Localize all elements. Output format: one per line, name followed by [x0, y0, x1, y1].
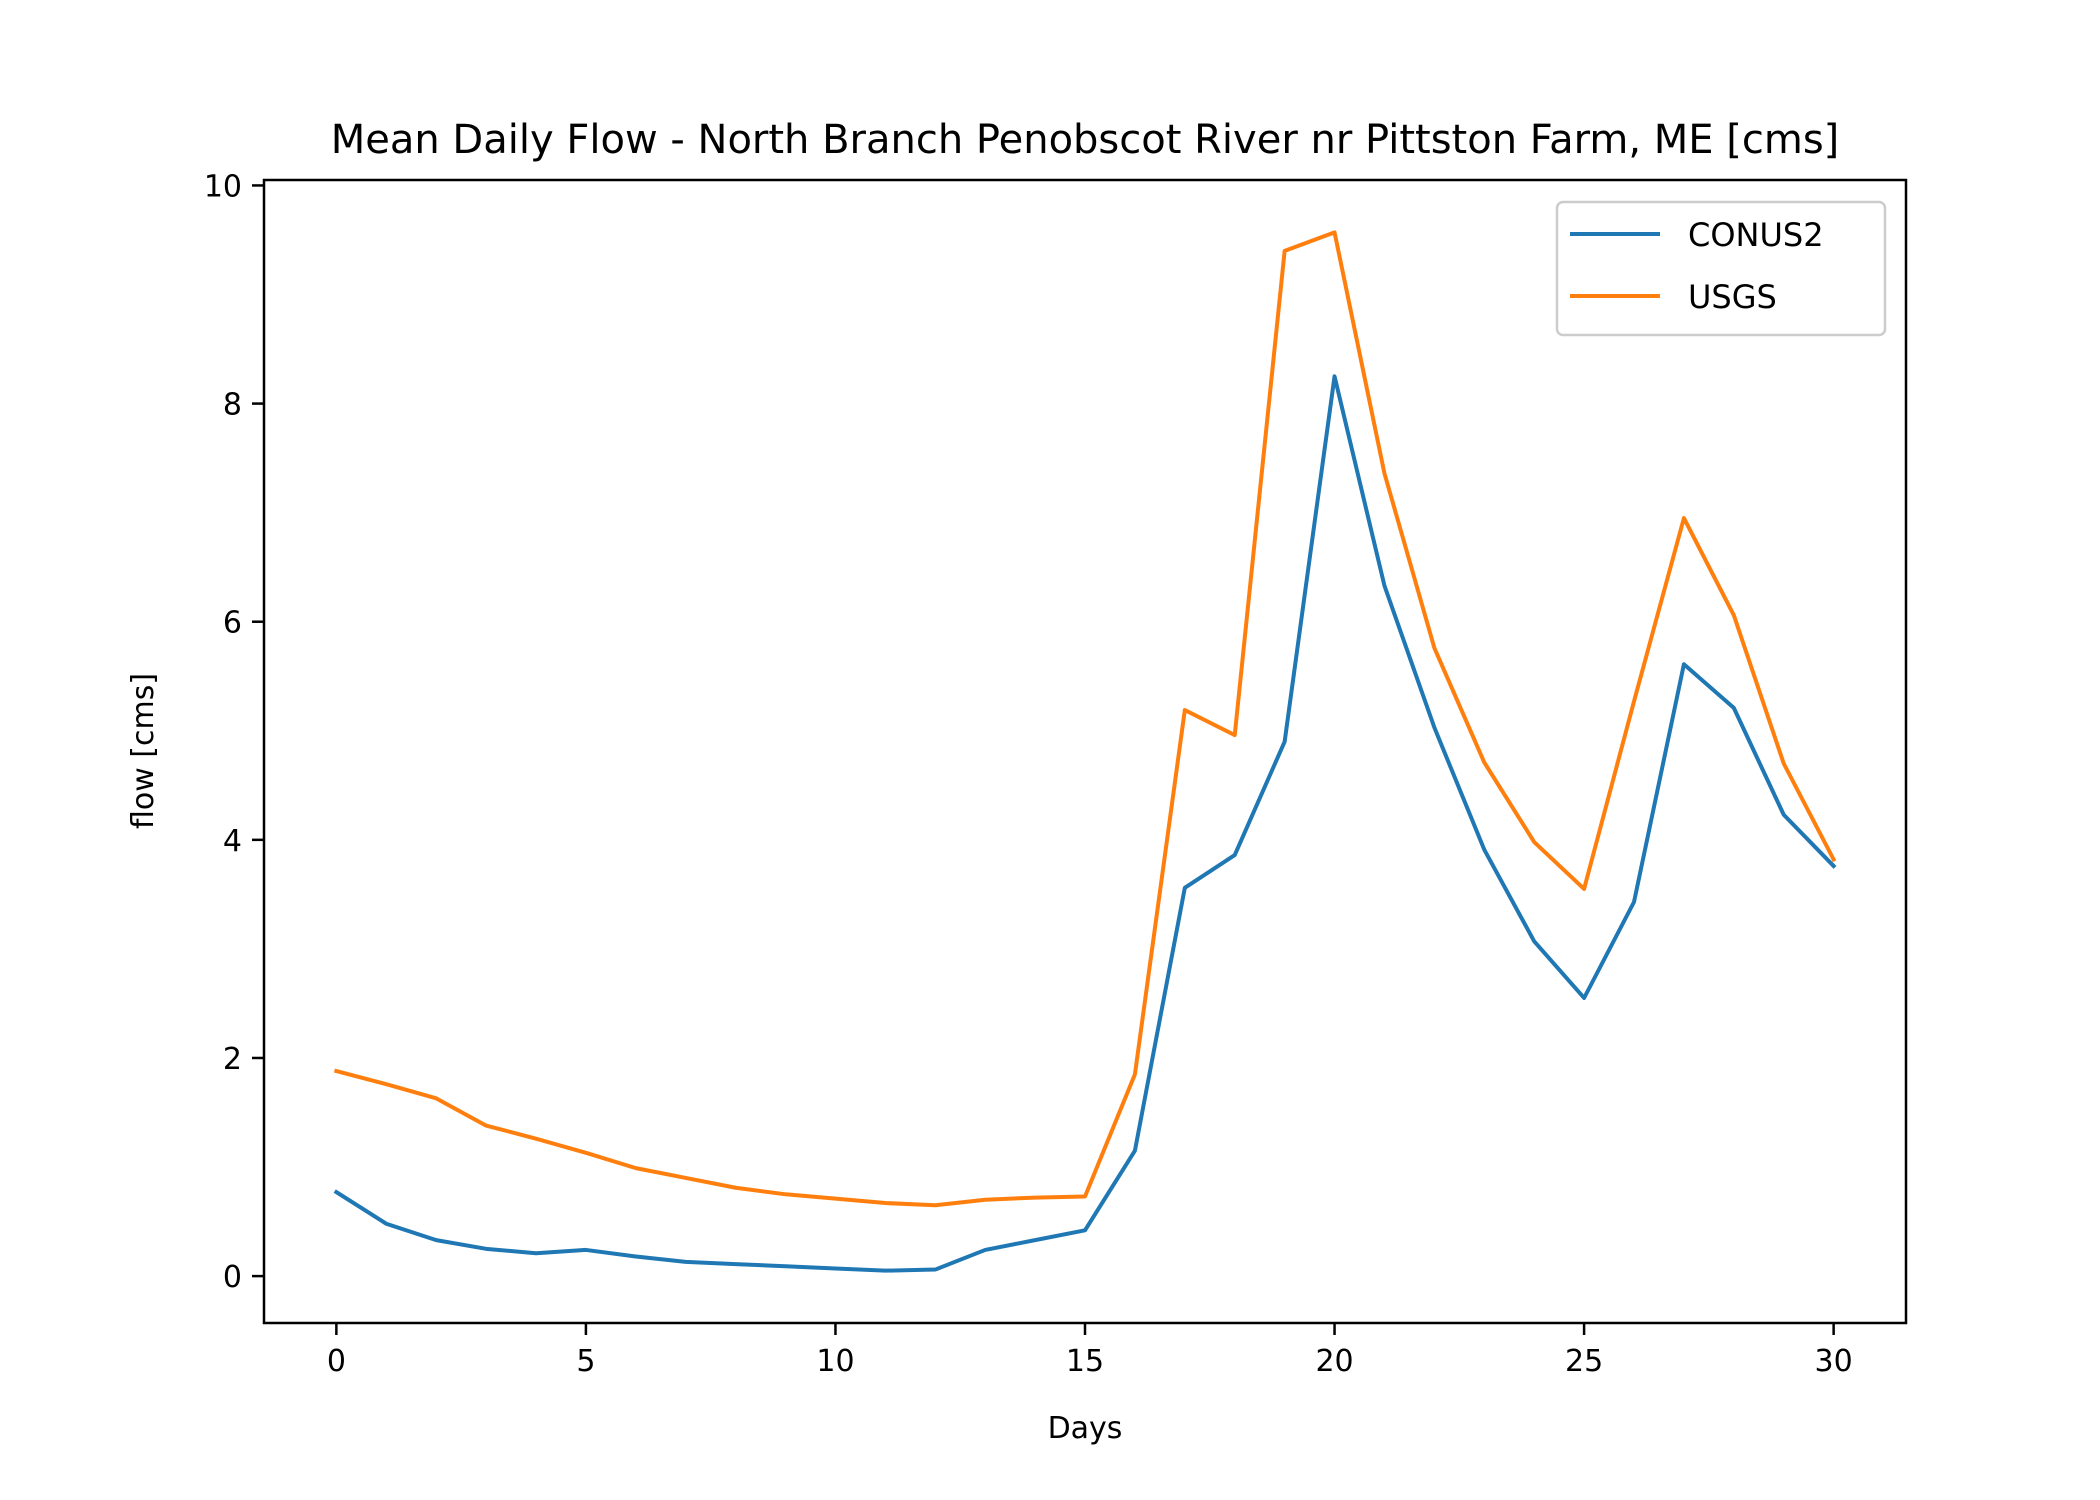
y-tick-label: 4 — [223, 824, 242, 859]
series-line-usgs — [333, 230, 1837, 1208]
y-axis: 0 2 4 6 8 10 — [204, 169, 264, 1295]
x-tick-label: 30 — [1815, 1344, 1853, 1379]
plot-area — [333, 230, 1837, 1273]
y-tick-label: 2 — [223, 1042, 242, 1077]
x-tick-label: 15 — [1066, 1344, 1104, 1379]
y-tick-label: 6 — [223, 606, 242, 641]
axes-frame — [262, 178, 1908, 1325]
x-axis-label: Days — [1048, 1411, 1123, 1446]
y-axis-label: flow [cms] — [126, 673, 161, 829]
legend-label-usgs: USGS — [1688, 278, 1777, 316]
series-line-conus2 — [333, 374, 1837, 1273]
x-tick-label: 10 — [816, 1344, 854, 1379]
x-tick-label: 0 — [327, 1344, 346, 1379]
y-tick-label: 10 — [204, 169, 242, 204]
legend-label-conus2: CONUS2 — [1688, 216, 1824, 254]
x-tick-label: 5 — [576, 1344, 595, 1379]
y-tick-label: 8 — [223, 388, 242, 423]
x-tick-label: 20 — [1315, 1344, 1353, 1379]
y-tick-label: 0 — [223, 1260, 242, 1295]
x-axis: 0 5 10 15 20 25 30 — [327, 1323, 1853, 1379]
legend: CONUS2 USGS — [1555, 200, 1887, 337]
chart-title: Mean Daily Flow - North Branch Penobscot… — [331, 117, 1840, 163]
x-tick-label: 25 — [1565, 1344, 1603, 1379]
